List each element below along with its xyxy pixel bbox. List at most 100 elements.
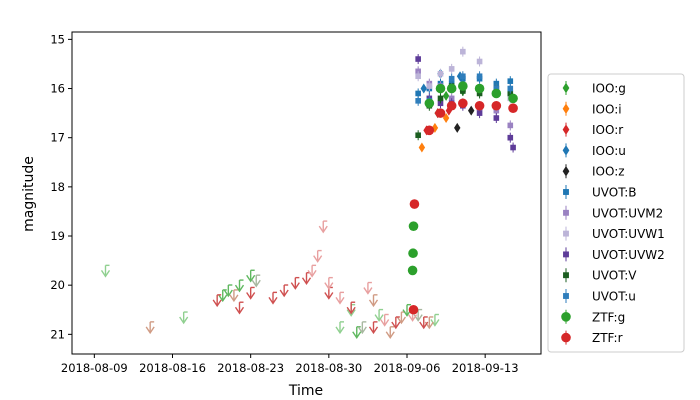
upper-limit-arrow [268,291,278,305]
upper-limit-arrow [380,313,390,327]
legend-marker [563,189,569,195]
upper-limit-arrow [374,308,384,322]
arrow-head [391,321,401,330]
upper-limit-arrow [313,249,323,263]
upper-limit-arrow [279,284,289,298]
arrow-head [212,299,222,308]
upper-limit-arrow [368,321,379,335]
arrow-head [290,282,300,290]
legend-box [547,73,685,353]
x-tick-label: 2018-08-09 [61,361,128,375]
data-point [507,85,514,92]
arrow-head [385,331,395,340]
upper-limit-arrow [212,294,222,308]
upper-limit-arrow [145,321,155,335]
legend-item: IOO:g [562,81,626,96]
legend-label: UVOT:B [592,186,637,200]
arrow-head [352,331,362,340]
upper-limit-arrow [234,301,245,315]
data-point [460,73,466,80]
y-tick-label: 19 [50,229,65,243]
data-point [458,98,468,109]
legend-marker [562,103,570,115]
data-point [415,132,421,139]
legend-label: UVOT:UVM2 [592,206,663,220]
data-point [415,98,421,104]
y-tick-label: 17 [50,131,65,145]
y-tick-label: 18 [50,180,65,194]
axes-layer: 15 16 17 18 19 20 21 2018-08-09 2018-08-16 2018-0… [50,32,518,375]
data-point [409,199,420,209]
arrow-head [419,321,429,330]
legend-item: IOO:u [562,143,626,158]
upper-limit-arrow [430,313,440,327]
arrow-head [374,314,384,322]
data-point [424,98,435,109]
data-point [435,108,446,118]
legend-marker [563,209,569,216]
upper-limit-arrow [391,316,401,330]
legend-marker [562,165,570,177]
legend-marker [561,312,571,322]
arrow-head [234,284,245,293]
data-point [415,73,421,80]
data-point [491,100,502,111]
data-point [468,105,475,116]
data-point [408,221,419,231]
arrow-head [380,319,390,327]
arrow-head [313,255,323,263]
upper-limit-arrow [368,294,379,308]
legend-marker [561,332,571,343]
upper-limit-arrow [290,276,300,290]
arrow-head [234,306,245,315]
data-point [408,304,419,315]
arrow-head [279,289,289,298]
legend-marker [563,230,569,237]
arrow-head [301,277,312,285]
data-point [507,78,514,84]
data-point [446,83,457,94]
legend: IOO:g IOO:i IOO:r IOO:u IOO:z UVOT:B UVOT:UVM2… [547,73,685,353]
arrow-head [408,314,418,322]
data-point [476,110,483,116]
arrow-head [346,306,356,315]
data-point [474,100,485,111]
upper-limit-arrow [246,286,256,300]
arrow-head [218,294,228,303]
upper-limit-arrow [318,220,328,234]
data-point [493,115,500,121]
data-point [454,122,461,133]
legend-marker [563,251,569,258]
data-point [446,100,457,111]
legend-label: ZTF:g [592,310,625,324]
legend-label: UVOT:V [592,269,637,283]
legend-marker [562,124,570,135]
arrow-head [335,296,345,305]
upper-limit-arrow [346,301,356,315]
arrow-head [145,326,155,335]
legend-label: IOO:r [592,123,623,137]
x-tick-label: 2018-08-16 [139,361,206,375]
data-point [426,83,433,89]
legend-item: UVOT:u [563,289,636,304]
upper-limit-arrow [335,321,345,335]
data-point [493,107,500,114]
legend-item: UVOT:B [563,185,637,200]
upper-limit-arrow [385,326,395,340]
data-point [476,58,483,65]
x-tick-label: 2018-08-23 [217,361,284,375]
arrow-head [246,274,256,283]
legend-item: IOO:z [562,164,625,179]
arrow-head [368,326,379,335]
arrow-head [396,316,406,325]
legend-marker [562,82,570,94]
data-point [448,75,455,82]
upper-limit-arrow [246,269,256,283]
upper-limit-arrow [307,264,317,278]
y-tick-label: 20 [50,278,65,292]
arrow-head [100,269,111,278]
x-tick-label: 2018-09-13 [452,361,519,375]
data-point [476,90,483,97]
data-point [507,134,514,141]
data-point [491,88,502,99]
